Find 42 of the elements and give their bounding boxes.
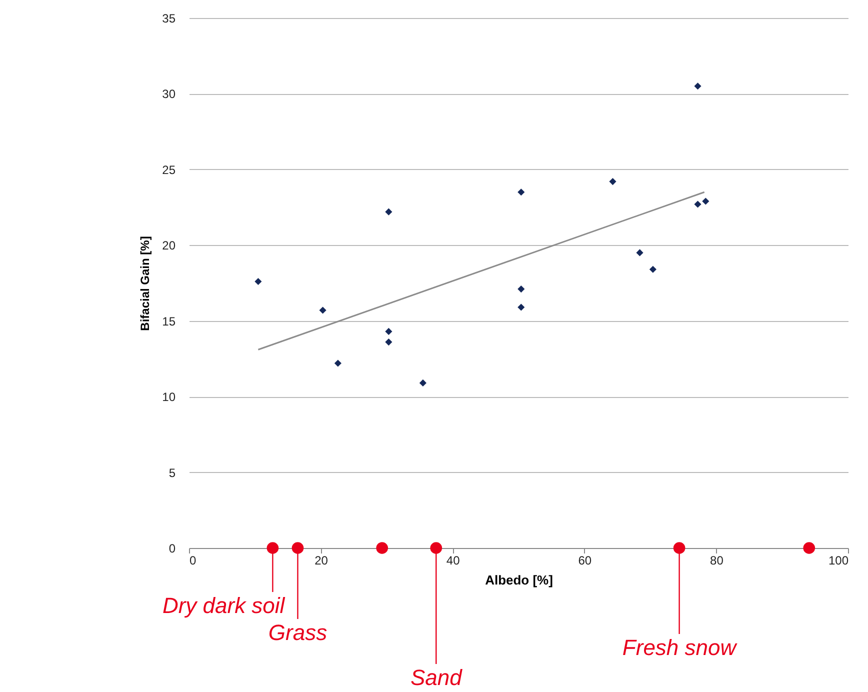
point bbox=[254, 278, 262, 286]
point bbox=[518, 286, 525, 293]
y-tick-label: 0 bbox=[168, 542, 176, 556]
annotation: Fresh snow bbox=[622, 635, 738, 660]
y-tick-label: 35 bbox=[162, 12, 176, 26]
x-axis-title: Albedo [%] bbox=[485, 572, 553, 588]
y-tick-label: 20 bbox=[162, 238, 176, 253]
point bbox=[334, 360, 342, 367]
x-tick-label: 40 bbox=[446, 554, 460, 568]
point bbox=[673, 542, 686, 554]
point bbox=[376, 542, 388, 554]
point bbox=[385, 338, 392, 346]
annotation: Dry dark soil bbox=[162, 593, 286, 618]
x-tick-label: 20 bbox=[314, 554, 328, 568]
point bbox=[266, 542, 279, 554]
point bbox=[319, 306, 326, 314]
x-tick-label: 80 bbox=[710, 554, 724, 568]
point bbox=[419, 379, 426, 386]
point bbox=[609, 178, 616, 186]
y-tick-label: 30 bbox=[162, 87, 176, 102]
point bbox=[803, 542, 816, 554]
x-tick-label: 60 bbox=[578, 554, 592, 568]
x-tick-label: 100 bbox=[828, 554, 849, 568]
point bbox=[292, 542, 304, 554]
y-tick-label: 5 bbox=[168, 466, 176, 480]
point bbox=[649, 266, 656, 273]
point bbox=[430, 542, 442, 554]
point bbox=[518, 304, 525, 311]
y-tick-label: 25 bbox=[162, 162, 176, 177]
point bbox=[702, 198, 710, 205]
point bbox=[636, 249, 644, 256]
point bbox=[518, 188, 525, 196]
annotation: Sand bbox=[410, 665, 463, 690]
x-tick-label: 0 bbox=[190, 554, 196, 568]
point bbox=[694, 200, 702, 208]
y-axis-title: Bifacial Gain [%] bbox=[138, 236, 152, 331]
annotation: Grass bbox=[268, 620, 328, 645]
y-tick-label: 15 bbox=[162, 314, 176, 328]
point bbox=[385, 328, 392, 335]
point bbox=[694, 82, 702, 90]
y-tick-label: 10 bbox=[162, 390, 176, 404]
point bbox=[385, 208, 392, 216]
